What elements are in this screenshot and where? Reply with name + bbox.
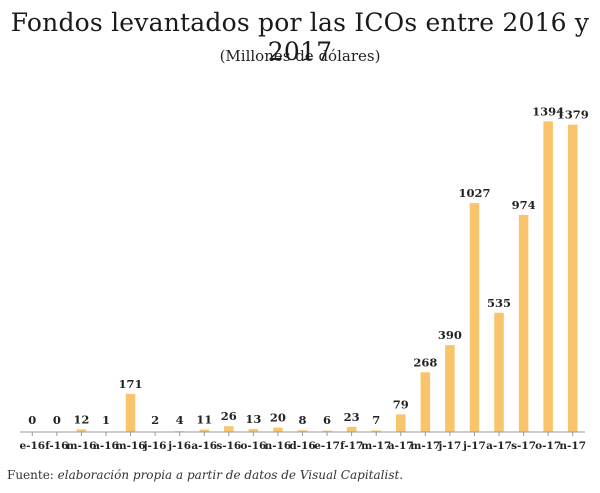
source-prefix: Fuente: bbox=[7, 468, 58, 482]
bar-value-label: 974 bbox=[512, 198, 536, 212]
bar bbox=[297, 430, 308, 432]
x-tick-label: j-16 bbox=[167, 440, 191, 452]
x-tick-label: n-16 bbox=[265, 440, 292, 452]
bar-value-label: 1379 bbox=[557, 108, 589, 122]
x-tick-label: e-16 bbox=[19, 440, 45, 452]
bar-value-label: 20 bbox=[270, 411, 286, 425]
bar-value-label: 390 bbox=[438, 328, 462, 342]
bar-value-label: 1394 bbox=[532, 104, 564, 118]
bar-value-label: 79 bbox=[393, 397, 409, 411]
bar-value-label: 7 bbox=[372, 413, 380, 427]
source-text: elaboración propia a partir de datos de … bbox=[57, 468, 404, 482]
x-tick-label: j-16 bbox=[143, 440, 167, 452]
bar bbox=[518, 214, 529, 432]
x-tick-label: s-17 bbox=[511, 440, 536, 452]
x-tick-label: j-17 bbox=[462, 440, 486, 452]
x-tick-label: s-16 bbox=[216, 440, 241, 452]
bar bbox=[224, 426, 234, 432]
bar-value-label: 0 bbox=[53, 413, 61, 427]
bar-value-label: 23 bbox=[344, 410, 360, 424]
x-tick-label: a-17 bbox=[388, 440, 414, 452]
chart-subtitle: (Millones de dólares) bbox=[219, 47, 381, 65]
bar-value-label: 171 bbox=[119, 377, 143, 391]
bar bbox=[76, 429, 87, 432]
bar-value-label: 268 bbox=[413, 355, 437, 369]
bar bbox=[567, 124, 578, 433]
bar-value-label: 1 bbox=[102, 413, 110, 427]
bar bbox=[469, 203, 480, 432]
bars-group bbox=[76, 121, 578, 433]
bar bbox=[273, 427, 283, 432]
x-tick-label: j-17 bbox=[437, 440, 461, 452]
x-tick-label: d-16 bbox=[289, 440, 315, 452]
x-tick-label: n-17 bbox=[559, 440, 586, 452]
source-note: Fuente: elaboración propia a partir de d… bbox=[7, 468, 403, 482]
bar bbox=[371, 430, 381, 432]
x-tick-label: o-17 bbox=[535, 440, 561, 452]
x-axis-ticks-group: e-16 f-16m-16a-16m-16j-16 j-16 a-16 s-16 o-16… bbox=[19, 432, 586, 452]
bar bbox=[543, 121, 553, 432]
x-tick-label: f-16 bbox=[45, 440, 68, 452]
x-tick-label: f-17 bbox=[340, 440, 363, 452]
bar bbox=[494, 312, 504, 432]
bar bbox=[420, 372, 431, 432]
bar bbox=[125, 393, 136, 432]
bar bbox=[199, 429, 209, 432]
x-tick-label: a-16 bbox=[191, 440, 217, 452]
x-tick-label: e-17 bbox=[314, 440, 340, 452]
bar bbox=[322, 430, 332, 432]
x-tick-label: o-16 bbox=[240, 440, 266, 452]
bar bbox=[346, 426, 357, 432]
bar bbox=[248, 429, 259, 432]
bar-value-label: 11 bbox=[196, 413, 212, 427]
bar-value-label: 0 bbox=[28, 413, 36, 427]
bar-value-label: 12 bbox=[73, 412, 89, 426]
x-tick-label: m-17 bbox=[361, 440, 391, 452]
x-tick-label: a-16 bbox=[93, 440, 119, 452]
bar bbox=[445, 345, 455, 432]
x-tick-label: m-17 bbox=[410, 440, 440, 452]
x-tick-label: m-16 bbox=[115, 440, 145, 452]
bar-value-label: 535 bbox=[487, 296, 511, 310]
bar bbox=[396, 414, 406, 432]
bar-value-label: 26 bbox=[221, 409, 237, 423]
bar-value-label: 2 bbox=[151, 413, 159, 427]
bar-value-label: 4 bbox=[176, 413, 184, 427]
x-tick-label: m-16 bbox=[66, 440, 96, 452]
bar-value-label: 13 bbox=[245, 412, 261, 426]
bar-value-label: 8 bbox=[298, 413, 306, 427]
bar-value-label: 6 bbox=[323, 413, 331, 427]
chart-title: Fondos levantados por las ICOs entre 201… bbox=[10, 8, 590, 66]
bar-value-label: 1027 bbox=[458, 186, 490, 200]
x-tick-label: a-17 bbox=[486, 440, 512, 452]
